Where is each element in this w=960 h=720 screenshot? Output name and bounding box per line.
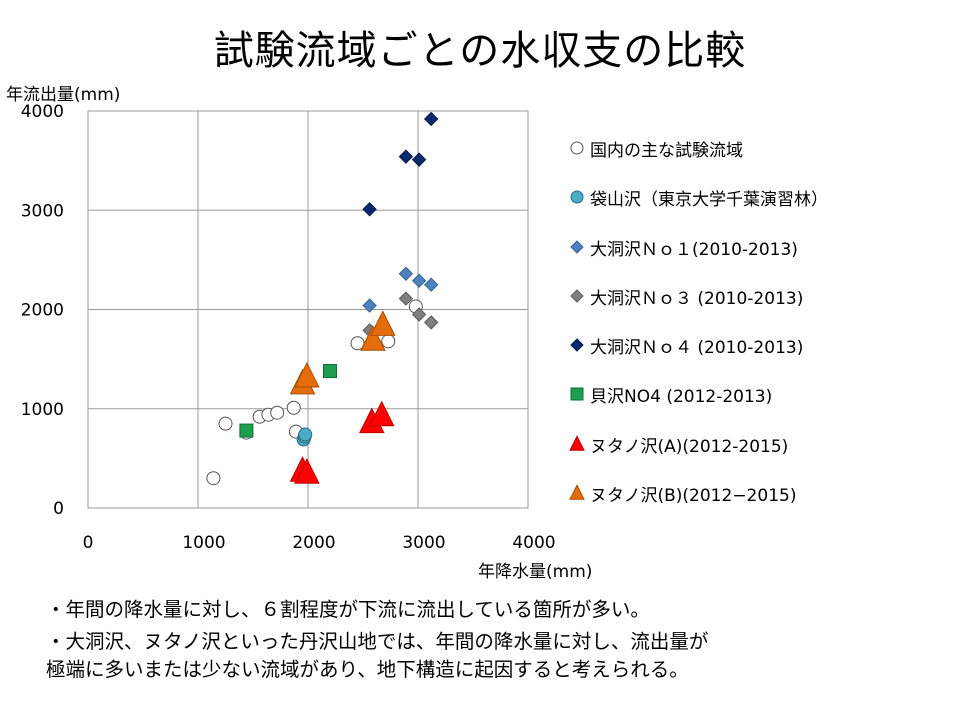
data-point-series-6	[323, 364, 337, 379]
data-point-series-4	[411, 307, 427, 322]
data-point-series-8	[360, 325, 386, 351]
legend-marker-icon	[570, 239, 584, 254]
legend-marker-icon	[570, 289, 584, 303]
legend-marker-icon	[570, 190, 584, 204]
data-point-series-4	[423, 315, 439, 330]
note-line-3: 極端に多いまたは少ない流域があり、地下構造に起因すると考えられる。	[46, 658, 689, 681]
data-point-series-2	[298, 427, 313, 442]
data-point-series-4	[398, 291, 414, 306]
y-axis-title: 年流出量(mm)	[6, 85, 121, 105]
data-point-series-7	[368, 400, 395, 427]
legend-label: 大洞沢Ｎｏ１(2010-2013)	[590, 239, 798, 260]
x-axis-title: 年降水量(mm)	[478, 562, 593, 582]
x-tick-label: 3000	[402, 533, 445, 553]
page-title: 試験流域ごとの水収支の比較	[213, 28, 747, 74]
data-points	[206, 111, 439, 486]
legend-label: ヌタノ沢(B)(2012−2015)	[590, 486, 797, 507]
y-tick-label: 1000	[21, 400, 64, 420]
legend-marker-icon	[570, 338, 584, 352]
legend-marker-shape	[570, 387, 584, 401]
data-point-series-8	[369, 310, 396, 336]
legend-marker-shape	[570, 190, 584, 204]
legend-marker-icon	[570, 141, 584, 155]
y-tick-label: 4000	[21, 102, 64, 122]
data-point-series-1	[218, 416, 233, 431]
notes: ・年間の降水量に対し、６割程度が下流に流出している箇所が多い。 ・大洞沢、ヌタノ…	[46, 596, 708, 688]
legend-marker-shape	[570, 338, 584, 352]
data-point-series-7	[294, 458, 320, 484]
legend-label: 大洞沢Ｎｏ３ (2010-2013)	[590, 288, 804, 309]
data-point-series-1	[270, 405, 285, 420]
data-point-series-3	[411, 273, 427, 288]
data-point-series-3	[398, 266, 414, 281]
legend-marker-icon	[569, 434, 585, 451]
data-point-series-5	[423, 111, 439, 127]
legend-marker-shape	[569, 484, 585, 500]
data-point-series-6	[239, 423, 254, 438]
x-tick-label: 4000	[512, 533, 555, 553]
legend-label: 大洞沢Ｎｏ４ (2010-2013)	[590, 338, 804, 359]
data-point-series-5	[362, 202, 377, 217]
legend-label: 袋山沢（東京大学千葉演習林）	[590, 190, 828, 211]
data-point-series-5	[411, 152, 427, 167]
y-tick-label: 3000	[21, 201, 64, 221]
legend-marker-shape	[569, 434, 585, 451]
scatter-chart: 0 1000 2000 3000 4000 0 1000 2000 3000 4000	[21, 102, 556, 553]
legend-label: ヌタノ沢(A)(2012-2015)	[590, 436, 789, 457]
x-tick-label: 2000	[292, 533, 335, 553]
data-point-series-8	[294, 361, 320, 388]
y-tick-label: 0	[53, 499, 64, 519]
data-point-series-3	[362, 298, 377, 313]
legend-marker-shape	[570, 239, 584, 254]
y-tick-label: 2000	[21, 301, 64, 321]
data-point-series-5	[398, 149, 414, 164]
grid-lines	[87, 110, 529, 509]
data-point-series-1	[286, 400, 301, 415]
legend-marker-icon	[569, 484, 585, 500]
data-point-series-3	[423, 277, 439, 292]
legend-marker-icon	[570, 387, 584, 401]
legend-marker-shape	[570, 289, 584, 303]
note-line-1: ・年間の降水量に対し、６割程度が下流に流出している箇所が多い。	[46, 598, 650, 621]
legend-marker-shape	[570, 141, 584, 155]
data-point-series-1	[206, 471, 221, 486]
note-line-2: ・大洞沢、ヌタノ沢といった丹沢山地では、年間の降水量に対し、流出量が	[46, 630, 709, 653]
axis-ticks: 0 1000 2000 3000 4000 0 1000 2000 3000 4000	[21, 102, 556, 553]
data-point-series-1	[381, 334, 396, 349]
x-tick-label: 1000	[182, 533, 225, 553]
legend-label: 国内の主な試験流域	[590, 141, 743, 161]
legend-label: 貝沢NO4 (2012-2013)	[590, 387, 773, 408]
x-tick-label: 0	[83, 533, 94, 553]
